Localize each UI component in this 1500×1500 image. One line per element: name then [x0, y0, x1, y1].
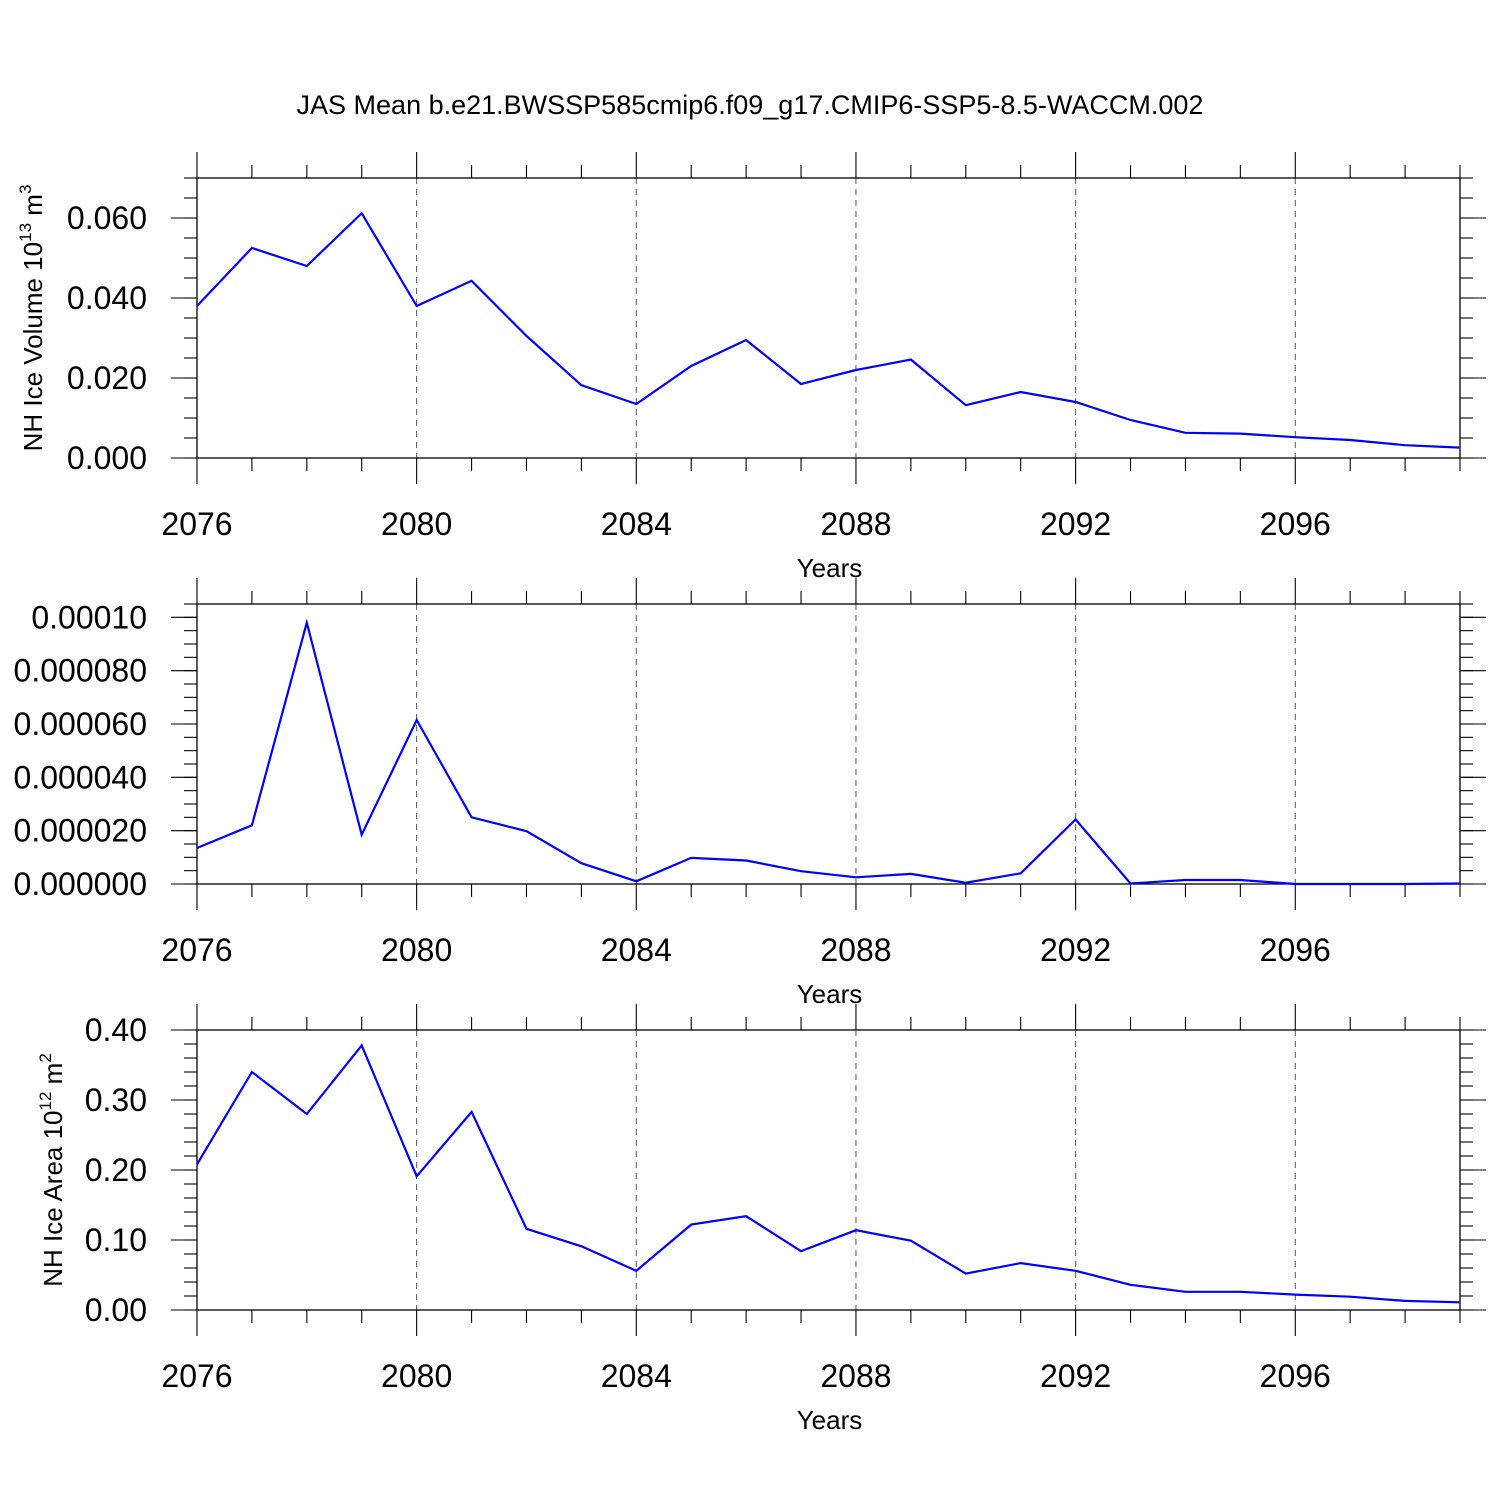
y-tick-label: 0.000040 [14, 759, 147, 795]
y-axis-title-unit-exponent: 3 [16, 185, 35, 194]
panel-3: 0.00 0.10 0.20 0.30 0.40 2076 2080 2084 2088 2092… [36, 1004, 1486, 1435]
y-tick-label: 0.000080 [14, 653, 147, 689]
y-axis-title-unit-exponent: 2 [36, 1053, 55, 1062]
x-tick-label: 2092 [1040, 1358, 1111, 1394]
y-tick-label: 0.000060 [14, 706, 147, 742]
x-tick-label: 2096 [1260, 1358, 1331, 1394]
x-tick-label: 2096 [1260, 506, 1331, 542]
x-tick-label: 2084 [601, 932, 672, 968]
x-tick-label: 2088 [820, 506, 891, 542]
data-series-line [196, 211, 1461, 449]
y-axis-title: NH Ice Area 1012 m2 [36, 1053, 68, 1287]
y-axis-title-exponent: 12 [36, 1092, 55, 1111]
y-axis-title-text: NH Ice Volume 10 [18, 242, 48, 452]
x-tick-label: 2076 [161, 506, 232, 542]
x-tick-label: 2080 [381, 506, 452, 542]
x-tick-label: 2092 [1040, 506, 1111, 542]
y-axis-title: NH Ice Volume 1013 m3 [16, 185, 48, 452]
y-tick-label: 0.000 [67, 440, 147, 476]
y-tick-label: 0.000000 [14, 866, 147, 902]
x-axis-title: Years [797, 553, 863, 583]
y-tick-label: 0.00 [85, 1292, 147, 1328]
data-series-line [196, 618, 1461, 886]
panel-2: 0.000000 0.000020 0.000040 0.000060 0.000080… [14, 578, 1486, 1009]
x-axis-title: Years [797, 1405, 863, 1435]
x-tick-label: 2080 [381, 932, 452, 968]
y-tick-label: 0.40 [85, 1012, 147, 1048]
panel-1: 0.000 0.020 0.040 0.060 2076 2080 2084 2088 2092… [16, 152, 1486, 583]
y-tick-label: 0.060 [67, 200, 147, 236]
y-tick-label: 0.040 [67, 280, 147, 316]
x-tick-label: 2092 [1040, 932, 1111, 968]
x-tick-label: 2088 [820, 1358, 891, 1394]
y-tick-label: 0.00010 [31, 599, 147, 635]
panels: 0.000 0.020 0.040 0.060 2076 2080 2084 2088 2092… [14, 152, 1486, 1435]
x-tick-label: 2076 [161, 1358, 232, 1394]
y-tick-label: 0.20 [85, 1152, 147, 1188]
x-axis-title: Years [797, 979, 863, 1009]
y-tick-label: 0.30 [85, 1082, 147, 1118]
y-axis-title-unit: m [18, 194, 48, 223]
x-tick-label: 2076 [161, 932, 232, 968]
x-tick-label: 2088 [820, 932, 891, 968]
y-axis-title-text: NH Ice Area 10 [38, 1110, 68, 1286]
x-tick-label: 2084 [601, 506, 672, 542]
data-series-line [196, 1043, 1461, 1304]
y-tick-label: 0.10 [85, 1222, 147, 1258]
plot-frame [196, 603, 1461, 885]
y-tick-label: 0.020 [67, 360, 147, 396]
y-axis-title-unit: m [38, 1063, 68, 1092]
y-tick-label: 0.000020 [14, 813, 147, 849]
x-tick-label: 2080 [381, 1358, 452, 1394]
x-tick-label: 2096 [1260, 932, 1331, 968]
x-tick-label: 2084 [601, 1358, 672, 1394]
figure-title: JAS Mean b.e21.BWSSP585cmip6.f09_g17.CMI… [297, 90, 1204, 120]
y-axis-title-exponent: 13 [16, 223, 35, 242]
